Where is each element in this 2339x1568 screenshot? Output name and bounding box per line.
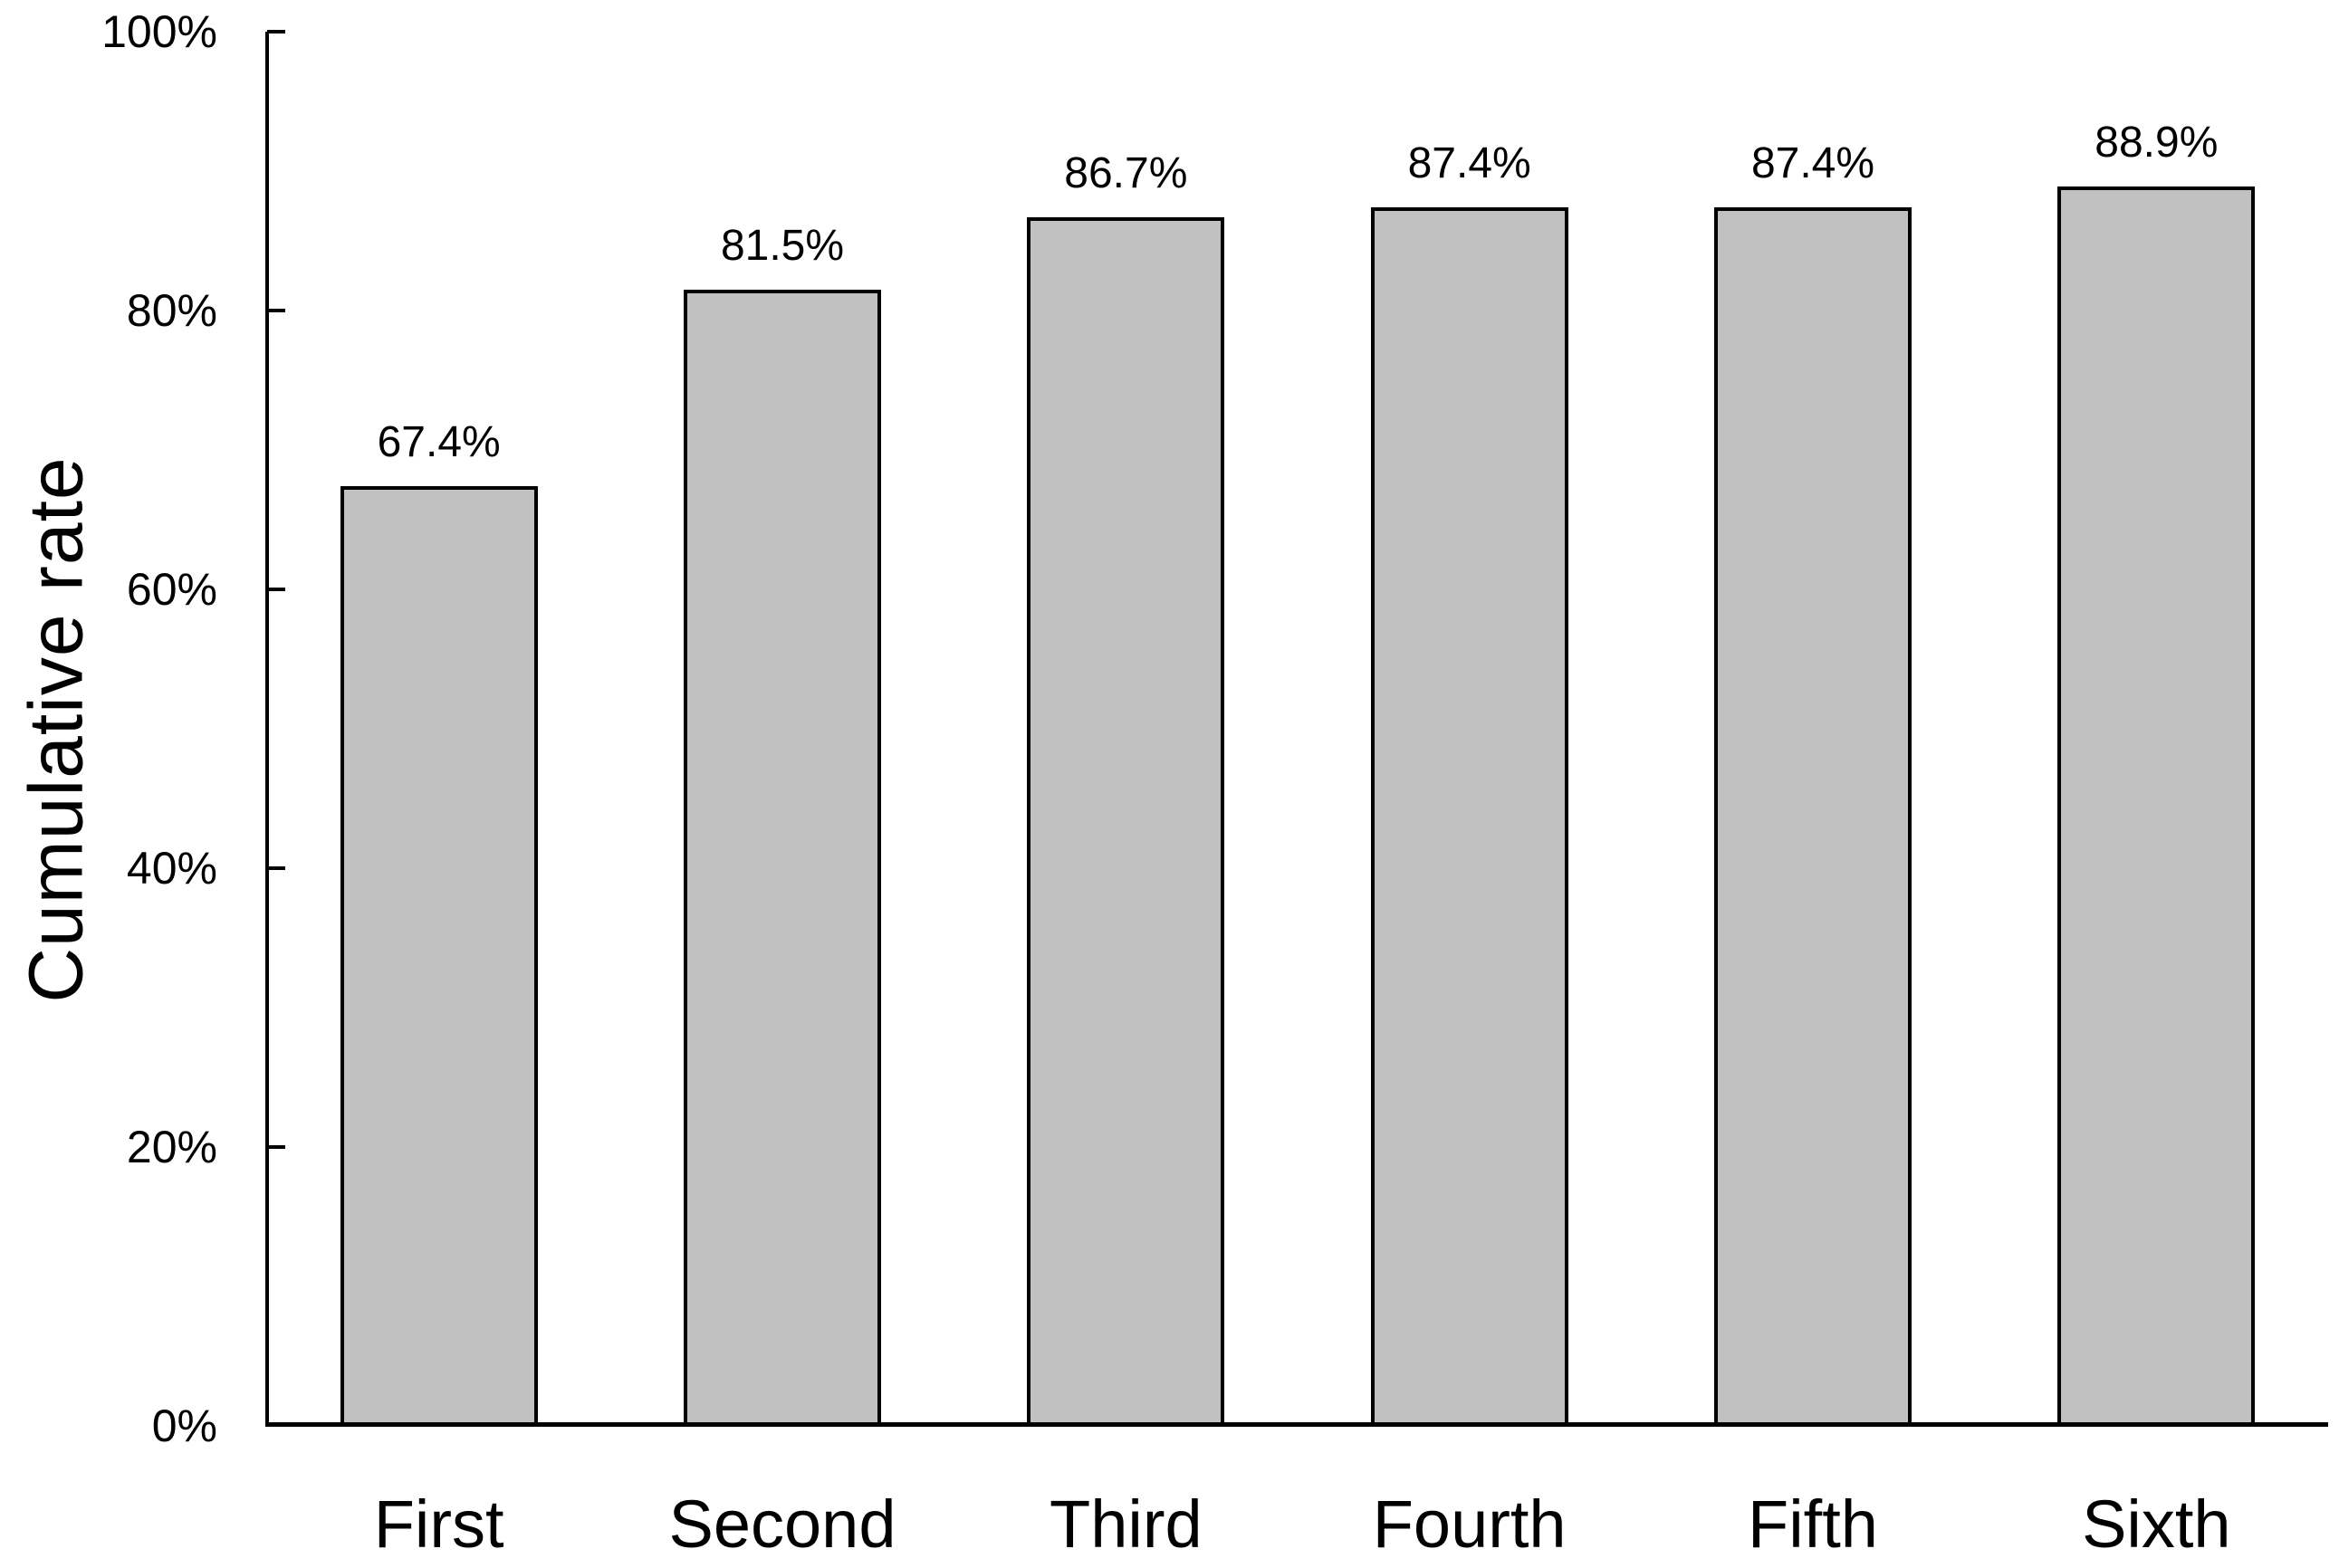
y-tick-mark bbox=[267, 309, 285, 312]
x-category-label: Fifth bbox=[1748, 1487, 1878, 1562]
bar-second bbox=[684, 289, 881, 1426]
y-tick-label: 60% bbox=[126, 564, 217, 615]
bar-sixth bbox=[2057, 186, 2256, 1426]
bar-value-label: 87.4% bbox=[1407, 139, 1531, 188]
x-category-label: Third bbox=[1050, 1487, 1203, 1562]
bar-first bbox=[340, 486, 538, 1426]
bar-value-label: 88.9% bbox=[2095, 118, 2219, 167]
y-tick-mark bbox=[267, 30, 285, 33]
bar-value-label: 86.7% bbox=[1064, 148, 1188, 197]
bar-third bbox=[1027, 216, 1225, 1426]
x-category-label: First bbox=[373, 1487, 504, 1562]
y-tick-label: 40% bbox=[126, 843, 217, 894]
y-tick-mark bbox=[267, 588, 285, 591]
y-axis-line bbox=[265, 32, 269, 1426]
bar-value-label: 67.4% bbox=[377, 418, 501, 467]
bar-fourth bbox=[1370, 207, 1568, 1426]
y-axis-title: Cumulative rate bbox=[13, 456, 99, 1003]
x-category-label: Second bbox=[668, 1487, 896, 1562]
y-tick-mark bbox=[267, 1145, 285, 1149]
x-category-label: Fourth bbox=[1372, 1487, 1567, 1562]
bar-value-label: 81.5% bbox=[720, 221, 845, 270]
x-category-label: Sixth bbox=[2082, 1487, 2231, 1562]
y-tick-mark bbox=[267, 866, 285, 870]
bar-value-label: 87.4% bbox=[1750, 139, 1875, 188]
y-tick-label: 0% bbox=[151, 1401, 217, 1451]
bar-fifth bbox=[1714, 207, 1912, 1426]
y-tick-label: 80% bbox=[126, 285, 217, 336]
y-tick-label: 20% bbox=[126, 1122, 217, 1172]
x-axis-line bbox=[265, 1422, 2328, 1427]
y-tick-label: 100% bbox=[101, 6, 217, 57]
